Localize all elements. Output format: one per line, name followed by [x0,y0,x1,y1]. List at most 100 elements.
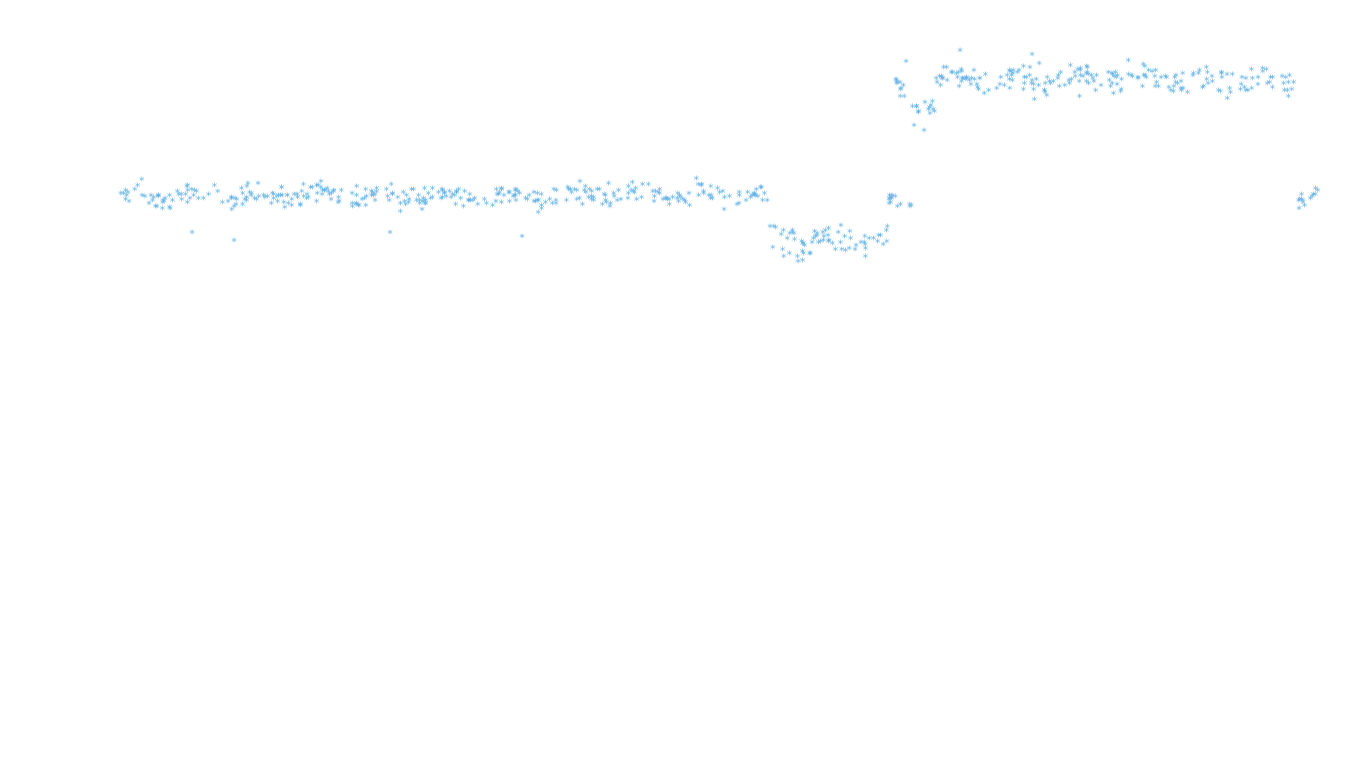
scatter-point: * [686,202,693,213]
scatter-point: * [825,224,832,235]
scatter-point: * [1076,78,1083,89]
scatter-point: * [799,239,806,250]
scatter-point: * [313,197,320,208]
scatter-point: * [1113,73,1120,84]
scatter-point: * [807,250,814,261]
scatter-point: * [362,185,369,196]
scatter-point: * [1031,95,1038,106]
scatter-point: * [884,238,891,249]
scatter-point: * [535,196,542,207]
scatter-point: * [678,194,685,205]
scatter-point: * [460,203,467,214]
scatter-point: * [638,193,645,204]
scatter-point: * [814,229,821,240]
scatter-point: * [1042,79,1049,90]
scatter-point: * [1008,71,1015,82]
scatter-point: * [964,75,971,86]
scatter-point: * [373,184,380,195]
scatter-point: * [1016,67,1023,78]
scatter-point: * [278,183,285,194]
scatter-point: * [585,194,592,205]
scatter-point: * [506,188,513,199]
scatter-point: * [957,46,964,57]
scatter-point: * [582,182,589,193]
scatter-point: * [148,192,155,203]
scatter-point: * [639,180,646,191]
scatter-point: * [726,192,733,203]
scatter-point: * [1029,77,1036,88]
scatter-point: * [1125,56,1132,67]
scatter-point: * [304,190,311,201]
scatter-point: * [239,189,246,200]
scatter-point: * [903,57,910,68]
scatter-point: * [1076,93,1083,104]
scatter-point: * [264,193,271,204]
scatter-point: * [618,196,625,207]
scatter-point: * [166,192,173,203]
scatter-point: * [1129,73,1136,84]
scatter-point: * [1237,85,1244,96]
scatter-point: * [232,195,239,206]
scatter-point: * [519,233,526,244]
scatter-point: * [1195,69,1202,80]
scatter-point: * [1142,72,1149,83]
scatter-point: * [940,64,947,75]
scatter-point: * [178,191,185,202]
scatter-point: * [211,181,218,192]
scatter-point: * [651,197,658,208]
scatter-point: * [1267,74,1274,85]
scatter-point: * [1029,50,1036,61]
scatter-point: * [419,206,426,217]
scatter-point: * [628,187,635,198]
scatter-point: * [401,197,408,208]
scatter-point: * [189,229,196,240]
scatter-point: * [255,180,262,191]
scatter-point: * [1217,88,1224,99]
scatter-point: * [1248,66,1255,77]
scatter-point: * [662,195,669,206]
scatter-point: * [123,191,130,202]
scatter-point: * [794,252,801,263]
scatter-point: * [1248,84,1255,95]
scatter-point: * [231,236,238,247]
scatter-point: * [607,199,614,210]
scatter-point: * [526,192,533,203]
scatter-point: * [1020,85,1027,96]
scatter-point: * [1239,73,1246,84]
scatter-point: * [982,70,989,81]
scatter-point: * [1200,82,1207,93]
scatter-point: * [239,200,246,211]
scatter-point: * [353,200,360,211]
scatter-point: * [981,90,988,101]
scatter-point: * [757,183,764,194]
scatter-point: * [1279,73,1286,84]
scatter-point: * [467,197,474,208]
scatter-point: * [1309,192,1316,203]
scatter-point: * [1204,68,1211,79]
scatter-point: * [915,108,922,119]
scatter-point: * [270,191,277,202]
scatter-point: * [1171,82,1178,93]
scatter-point: * [707,195,714,206]
scatter-point: * [693,174,700,185]
scatter-point: * [686,190,693,201]
scatter-point: * [481,196,488,207]
scatter-point: * [553,187,560,198]
scatter-point: * [134,182,141,193]
scatter-point: * [829,240,836,251]
scatter-point: * [328,190,335,201]
scatter-point: * [387,229,394,240]
scatter-point: * [187,194,194,205]
scatter-point: * [1290,79,1297,90]
scatter-point: * [736,192,743,203]
scatter-point: * [877,231,884,242]
scatter-point: * [429,184,436,195]
scatter-point: * [489,202,496,213]
scatter-point: * [553,199,560,210]
scatter-chart: ****************************************… [0,0,1360,768]
scatter-point: * [948,68,955,79]
scatter-point: * [921,127,928,138]
scatter-point: * [496,191,503,202]
scatter-point: * [568,189,575,200]
scatter-point: * [721,205,728,216]
